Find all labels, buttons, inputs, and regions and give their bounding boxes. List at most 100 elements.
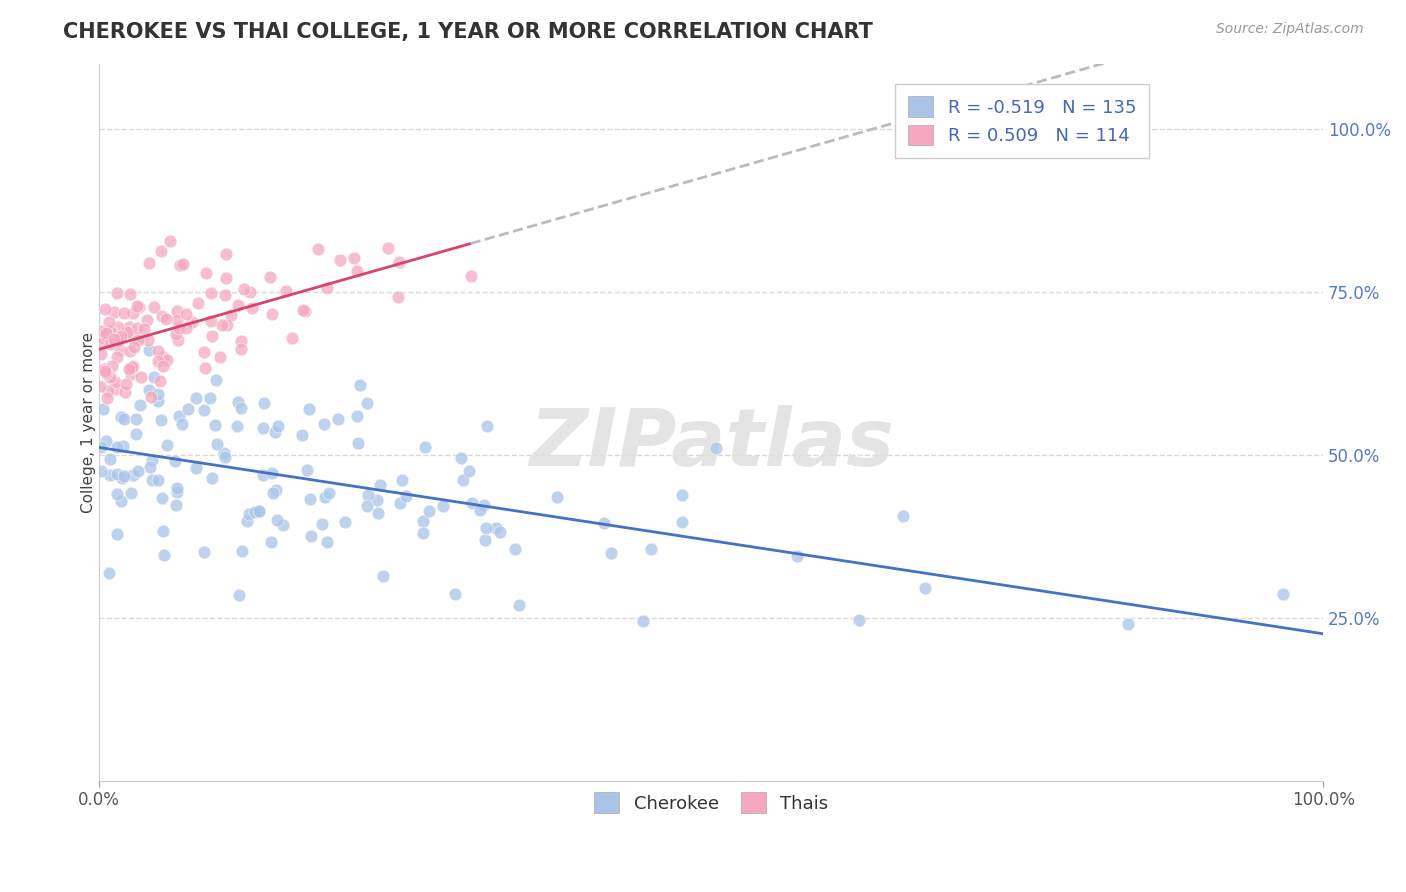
Point — [316, 534, 339, 549]
Point — [122, 340, 145, 354]
Point — [169, 321, 191, 335]
Point — [200, 314, 222, 328]
Point — [136, 312, 159, 326]
Point — [152, 524, 174, 538]
Point — [311, 517, 333, 532]
Point — [98, 468, 121, 483]
Point — [91, 401, 114, 416]
Point — [94, 326, 117, 341]
Point — [127, 333, 149, 347]
Point — [112, 469, 135, 483]
Point — [211, 318, 233, 332]
Point — [193, 545, 215, 559]
Point — [174, 307, 197, 321]
Point — [118, 319, 141, 334]
Point — [458, 465, 481, 479]
Point — [149, 413, 172, 427]
Point — [120, 361, 142, 376]
Point — [318, 486, 340, 500]
Point — [127, 464, 149, 478]
Point — [208, 351, 231, 365]
Point — [260, 535, 283, 549]
Point — [295, 463, 318, 477]
Point — [214, 270, 236, 285]
Point — [94, 364, 117, 378]
Point — [264, 483, 287, 498]
Point — [592, 516, 614, 530]
Point — [187, 296, 209, 310]
Point — [451, 473, 474, 487]
Point — [170, 417, 193, 431]
Point — [112, 439, 135, 453]
Point — [247, 504, 270, 518]
Point — [201, 329, 224, 343]
Point — [105, 467, 128, 481]
Point — [138, 383, 160, 397]
Point — [122, 306, 145, 320]
Point — [205, 373, 228, 387]
Point — [89, 379, 111, 393]
Point — [640, 541, 662, 556]
Point — [120, 343, 142, 358]
Point — [166, 313, 188, 327]
Point — [93, 362, 115, 376]
Point — [98, 337, 121, 351]
Point — [200, 471, 222, 485]
Point — [298, 491, 321, 506]
Point — [226, 395, 249, 409]
Point — [347, 436, 370, 450]
Point — [97, 566, 120, 580]
Point — [266, 418, 288, 433]
Point — [671, 488, 693, 502]
Point — [155, 312, 177, 326]
Point — [103, 305, 125, 319]
Point — [156, 438, 179, 452]
Point — [111, 471, 134, 485]
Point — [91, 325, 114, 339]
Point — [156, 353, 179, 368]
Point — [152, 351, 174, 365]
Point — [94, 329, 117, 343]
Point — [262, 485, 284, 500]
Point — [110, 410, 132, 425]
Point — [114, 384, 136, 399]
Point — [415, 440, 437, 454]
Point — [229, 334, 252, 348]
Point — [263, 425, 285, 439]
Point — [104, 375, 127, 389]
Text: Source: ZipAtlas.com: Source: ZipAtlas.com — [1216, 22, 1364, 37]
Point — [343, 251, 366, 265]
Point — [150, 309, 173, 323]
Point — [262, 466, 284, 480]
Point — [326, 412, 349, 426]
Text: CHEROKEE VS THAI COLLEGE, 1 YEAR OR MORE CORRELATION CHART: CHEROKEE VS THAI COLLEGE, 1 YEAR OR MORE… — [63, 22, 873, 42]
Point — [195, 266, 218, 280]
Point — [198, 391, 221, 405]
Point — [149, 375, 172, 389]
Point — [391, 473, 413, 487]
Point — [235, 515, 257, 529]
Point — [120, 486, 142, 500]
Point — [387, 290, 409, 304]
Point — [159, 234, 181, 248]
Point — [118, 325, 141, 339]
Point — [184, 392, 207, 406]
Point — [146, 344, 169, 359]
Point — [212, 446, 235, 460]
Point — [115, 376, 138, 391]
Point — [314, 490, 336, 504]
Point — [252, 467, 274, 482]
Point — [914, 582, 936, 596]
Point — [150, 244, 173, 259]
Point — [228, 588, 250, 602]
Point — [368, 477, 391, 491]
Point — [112, 306, 135, 320]
Point — [276, 284, 298, 298]
Point — [356, 396, 378, 410]
Point — [91, 331, 114, 345]
Y-axis label: College, 1 year or more: College, 1 year or more — [80, 332, 96, 513]
Point — [167, 333, 190, 347]
Point — [166, 484, 188, 499]
Point — [371, 569, 394, 583]
Point — [238, 508, 260, 522]
